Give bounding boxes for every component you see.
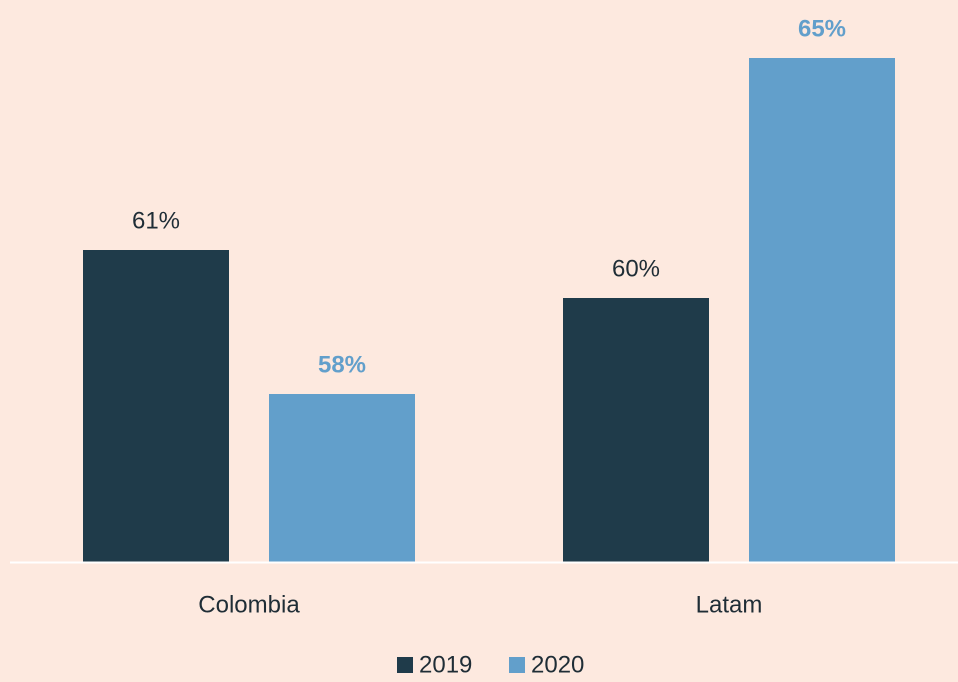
bar [563,298,709,562]
bar [749,58,895,562]
legend-swatch [397,657,413,673]
data-label: 65% [798,15,846,42]
data-label: 58% [318,351,366,378]
legend-label: 2019 [419,651,472,678]
legend-label: 2020 [531,651,584,678]
bar [269,394,415,562]
x-tick-label: Latam [696,591,763,618]
data-label: 61% [132,207,180,234]
legend-swatch [509,657,525,673]
data-label: 60% [612,255,660,282]
x-tick-label: Colombia [198,591,300,618]
bar [83,250,229,562]
